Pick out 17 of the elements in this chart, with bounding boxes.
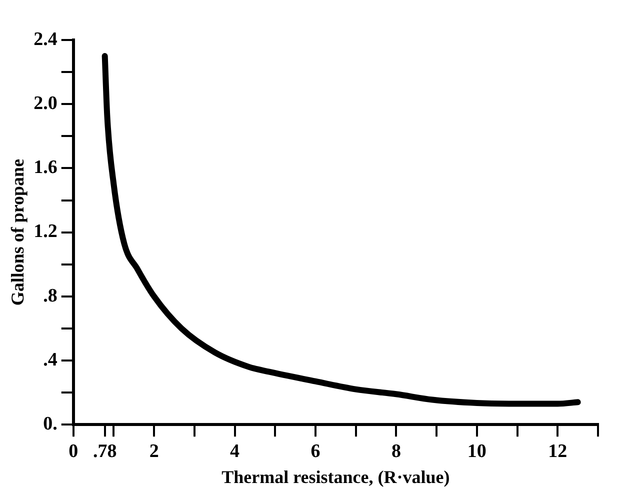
- x-axis-title: Thermal resistance, (R·value): [222, 466, 450, 487]
- y-axis-title: Gallons of propane: [7, 158, 28, 306]
- y-tick-label: .4: [43, 349, 58, 370]
- x-tick-label: 2: [149, 440, 159, 462]
- x-tick-label: 12: [548, 440, 568, 462]
- y-tick-label: 1.6: [34, 157, 58, 178]
- x-tick-label: 4: [230, 440, 240, 462]
- y-tick-label: .8: [43, 285, 58, 306]
- x-tick-label: 6: [310, 440, 320, 462]
- x-tick-label: 0: [68, 440, 78, 462]
- x-tick-label: 10: [467, 440, 486, 462]
- x-tick-label: 8: [391, 440, 401, 462]
- y-tick-label: 2.4: [34, 28, 58, 50]
- y-tick-label: 1.2: [34, 221, 58, 242]
- y-tick-label: 0.: [43, 414, 58, 435]
- y-tick-label: 2.0: [34, 93, 58, 114]
- x-tick-label: .78: [92, 440, 117, 462]
